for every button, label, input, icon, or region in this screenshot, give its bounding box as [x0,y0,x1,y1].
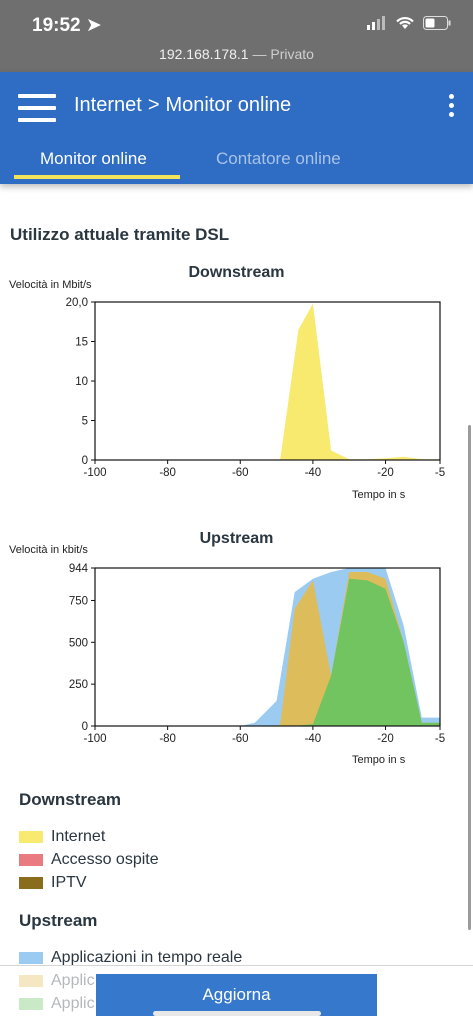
y-tick-label: 10 [75,376,88,388]
series-area-2 [95,578,440,726]
x-tick-label: -60 [232,733,249,745]
status-icons [367,16,451,30]
legend-item-realtime: Applicazioni in tempo reale [19,949,242,967]
downstream-chart: 0 5 10 15 20,0 -100 -80 -60 -40 -20 -5 [66,297,446,479]
breadcrumb-current: Monitor online [165,94,292,116]
address-bar[interactable]: 192.168.178.1 — Privato [159,46,314,62]
upstream-xlabel: Tempo in s [352,754,406,766]
y-tick-label: 5 [82,416,88,428]
legend-item-internet: Internet [19,828,105,846]
legend-swatch [19,854,43,866]
upstream-chart: 0 250 500 750 944 -100 -80 -60 -40 -20 -5 [69,563,445,745]
legend-swatch [19,998,43,1010]
x-tick-label: -40 [305,733,322,745]
breadcrumb-internet[interactable]: Internet [74,94,142,116]
status-bar: 19:52 ➤ 192.168.178.1 — Privato [0,0,473,72]
plot-frame [94,567,441,727]
update-button[interactable]: Aggiorna [96,974,377,1016]
x-tick-label: -60 [232,467,249,479]
more-options-icon[interactable] [447,94,455,120]
y-tick-label: 500 [69,637,88,649]
x-tick-label: -5 [435,467,445,479]
tab-monitor-online[interactable]: Monitor online [40,149,147,168]
home-indicator[interactable] [153,1011,321,1016]
downstream-chart-title: Downstream [188,264,285,281]
signal-icon [367,16,385,30]
x-tick-label: -100 [83,733,106,745]
legend-item-normal: Applic [19,995,95,1013]
legend-upstream-title: Upstream [19,911,98,930]
x-tick-label: -80 [159,733,176,745]
x-tick-label: -80 [159,467,176,479]
x-tick-label: -20 [377,733,394,745]
chevron-right-icon: > [147,94,160,116]
legend-item-guest-access: Accesso ospite [19,851,159,869]
y-tick-label: 0 [82,455,88,467]
y-tick-label: 20,0 [66,297,88,309]
legend-swatch [19,831,43,843]
menu-icon[interactable] [18,94,56,122]
y-tick-label: 250 [69,679,88,691]
location-arrow-icon: ➤ [85,15,102,36]
y-tick-label: 15 [75,337,88,349]
upstream-ylabel: Velocità in kbit/s [9,544,88,556]
downstream-xlabel: Tempo in s [352,489,406,501]
divider [0,965,473,966]
y-tick-label: 750 [69,595,88,607]
x-tick-label: -100 [83,467,106,479]
legend-item-iptv: IPTV [19,874,87,892]
app-header: Internet > Monitor online Monitor online… [0,72,473,184]
plot-area [95,302,440,460]
legend-swatch [19,975,43,987]
legend-item-priority: Applic [19,972,95,990]
section-title: Utilizzo attuale tramite DSL [10,225,230,244]
upstream-chart-title: Upstream [199,530,274,547]
y-tick-label: 0 [82,721,88,733]
legend-downstream-title: Downstream [19,790,122,809]
battery-icon [423,16,451,30]
x-tick-label: -20 [377,467,394,479]
legend-swatch [19,877,43,889]
downstream-ylabel: Velocità in Mbit/s [9,279,92,291]
breadcrumb: Internet > Monitor online [74,94,291,117]
x-tick-label: -40 [305,467,322,479]
tab-contatore-online[interactable]: Contatore online [216,149,341,168]
x-tick-label: -5 [435,733,445,745]
y-tick-label: 944 [69,563,89,575]
clock: 19:52 ➤ [32,15,102,36]
scrollbar[interactable] [468,425,471,930]
active-tab-indicator [14,175,180,179]
legend-swatch [19,952,43,964]
wifi-icon [396,17,414,29]
